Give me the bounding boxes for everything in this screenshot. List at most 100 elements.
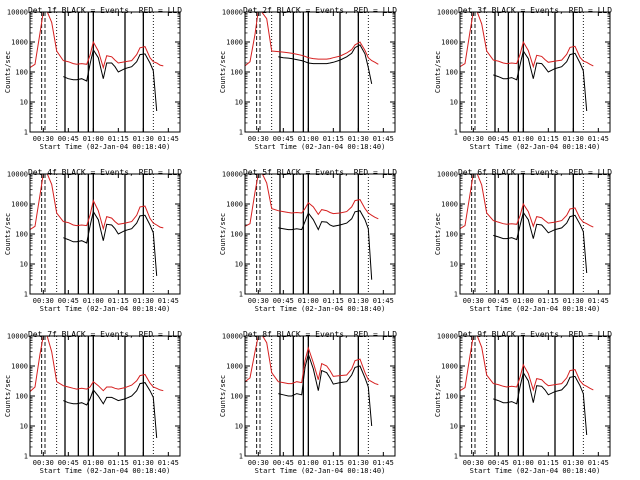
y-tick-label: 100 [15,69,28,77]
detector-panel: 1 10 100 1000 10000 00:30 00:45 01:00 01:15 01:30… [434,330,612,475]
x-tick-label: 01:00 [83,459,104,467]
y-tick-label: 100 [445,231,458,239]
y-axis-label: Counts/sec [219,213,227,255]
y-tick-label: 1 [239,129,243,137]
y-tick-label: 1 [454,129,458,137]
x-tick-label: 01:15 [538,459,559,467]
y-tick-label: 1000 [226,201,243,209]
detector-panel: 1 10 100 1000 10000 00:30 00:45 01:00 01:15 01:30… [219,330,397,475]
x-tick-label: 01:15 [538,135,559,143]
x-tick-label: 00:30 [33,135,54,143]
detector-panel: 1 10 100 1000 10000 00:30 00:45 01:00 01:15 01:30… [219,168,397,313]
events-series-line [63,210,158,276]
x-tick-label: 00:45 [58,297,79,305]
y-tick-label: 10 [450,423,458,431]
x-tick-label: 01:45 [373,297,394,305]
x-axis-label: Start Time (02-Jan-04 00:18:40) [255,143,386,151]
x-tick-label: 01:45 [158,135,179,143]
x-axis-label: Start Time (02-Jan-04 00:18:40) [255,305,386,313]
x-tick-label: 01:00 [513,135,534,143]
events-series-line [63,48,158,112]
y-tick-label: 1000 [441,39,458,47]
y-tick-label: 10 [235,423,243,431]
x-tick-label: 00:45 [273,135,294,143]
y-tick-label: 10000 [222,333,243,341]
events-series-line [278,352,373,427]
x-tick-label: 01:45 [588,297,609,305]
y-tick-label: 100 [230,231,243,239]
lld-series-line [30,12,164,70]
y-tick-label: 1000 [11,39,28,47]
x-tick-label: 00:45 [488,135,509,143]
y-axis-label: Counts/sec [434,375,442,417]
x-tick-label: 01:15 [323,459,344,467]
x-tick-label: 01:00 [83,297,104,305]
x-tick-label: 01:30 [133,459,154,467]
x-tick-label: 00:30 [463,297,484,305]
x-tick-label: 01:00 [298,459,319,467]
y-tick-label: 1 [239,453,243,461]
y-tick-label: 10 [20,423,28,431]
plot-frame [244,11,396,133]
y-tick-label: 10000 [7,171,28,179]
x-tick-label: 00:45 [488,459,509,467]
y-tick-label: 1 [239,291,243,299]
lld-series-line [245,336,379,386]
x-tick-label: 00:30 [33,459,54,467]
plot-title: Det 3f BLACK = Events, RED = LLD [458,6,612,15]
detector-panel: 1 10 100 1000 10000 00:30 00:45 01:00 01:15 01:30… [4,330,182,475]
x-tick-label: 01:15 [108,459,129,467]
lld-series-line [30,336,164,392]
x-tick-label: 01:30 [133,297,154,305]
y-axis-label: Counts/sec [434,51,442,93]
y-tick-label: 100 [230,393,243,401]
x-axis-label: Start Time (02-Jan-04 00:18:40) [40,305,171,313]
y-axis-label: Counts/sec [4,213,12,255]
x-tick-label: 01:15 [323,297,344,305]
x-tick-label: 01:30 [563,459,584,467]
x-axis-label: Start Time (02-Jan-04 00:18:40) [470,143,601,151]
plot-title: Det 6f BLACK = Events, RED = LLD [458,168,612,177]
events-series-line [278,44,373,85]
y-axis-label: Counts/sec [4,51,12,93]
x-tick-label: 00:45 [58,135,79,143]
plot-title: Det 4f BLACK = Events, RED = LLD [28,168,182,177]
y-tick-label: 100 [445,69,458,77]
y-tick-label: 10 [20,261,28,269]
x-tick-label: 00:30 [248,135,269,143]
y-tick-label: 10000 [437,171,458,179]
x-tick-label: 00:45 [273,297,294,305]
events-series-line [493,371,588,436]
plot-title: Det 1f BLACK = Events, RED = LLD [28,6,182,15]
x-tick-label: 01:30 [563,297,584,305]
y-tick-label: 1000 [441,363,458,371]
x-tick-label: 01:15 [108,135,129,143]
x-tick-label: 01:45 [158,459,179,467]
y-tick-label: 1000 [226,363,243,371]
y-tick-label: 10 [450,99,458,107]
detector-panel: 1 10 100 1000 10000 00:30 00:45 01:00 01:15 01:30… [434,6,612,151]
detector-panel: 1 10 100 1000 10000 00:30 00:45 01:00 01:15 01:30… [4,168,182,313]
y-tick-label: 10 [450,261,458,269]
plot-title: Det 8f BLACK = Events, RED = LLD [243,330,397,339]
x-tick-label: 01:00 [513,297,534,305]
events-series-line [493,49,588,112]
y-tick-label: 100 [230,69,243,77]
y-tick-label: 100 [15,393,28,401]
lld-series-line [460,336,594,392]
plot-frame [244,335,396,457]
y-tick-label: 10000 [222,9,243,17]
x-tick-label: 01:45 [373,135,394,143]
x-tick-label: 01:30 [348,459,369,467]
x-tick-label: 01:45 [588,459,609,467]
plot-title: Det 2f BLACK = Events, RED = LLD [243,6,397,15]
x-tick-label: 00:30 [33,297,54,305]
y-tick-label: 1 [24,129,28,137]
y-axis-label: Counts/sec [434,213,442,255]
detector-panel: 1 10 100 1000 10000 00:30 00:45 01:00 01:15 01:30… [4,6,182,151]
x-tick-label: 00:45 [273,459,294,467]
x-axis-label: Start Time (02-Jan-04 00:18:40) [470,467,601,475]
x-tick-label: 00:30 [463,135,484,143]
detector-panel: 1 10 100 1000 10000 00:30 00:45 01:00 01:15 01:30… [219,6,397,151]
x-tick-label: 01:45 [158,297,179,305]
